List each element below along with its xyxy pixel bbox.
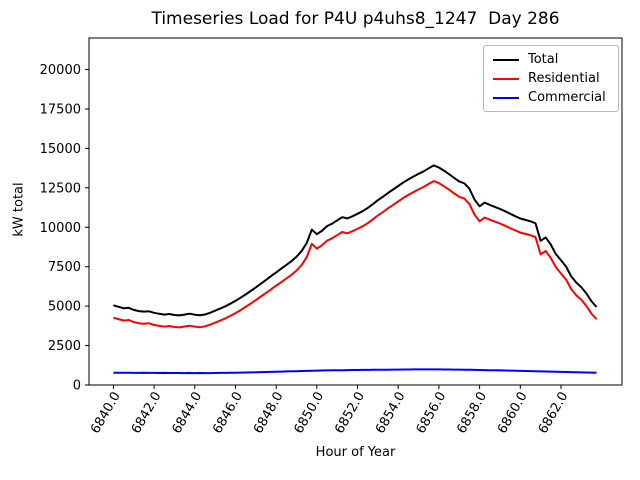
legend-swatch-total — [493, 58, 519, 61]
y-axis-label: kW total — [11, 182, 27, 237]
x-axis-label: Hour of Year — [315, 445, 396, 460]
y-tick-label: 10000 — [40, 221, 81, 236]
x-tick-label: 6856.0 — [414, 390, 450, 437]
series-commercial-line — [113, 368, 597, 375]
legend-swatch-residential — [493, 77, 519, 80]
legend-label-commercial: Commercial — [528, 90, 606, 105]
x-tick-label: 6852.0 — [332, 390, 368, 437]
y-tick-label: 0 — [73, 379, 81, 394]
x-tick-label: 6846.0 — [210, 390, 246, 437]
chart-title: Timeseries Load for P4U p4uhs8_1247 Day … — [151, 9, 560, 29]
y-tick-label: 5000 — [48, 300, 81, 315]
legend-item-total: Total — [493, 52, 609, 67]
y-tick-label: 20000 — [40, 63, 81, 78]
x-tick-label: 6840.0 — [88, 390, 124, 437]
x-tick-label: 6844.0 — [170, 390, 206, 437]
y-tick-label: 2500 — [48, 339, 81, 354]
y-tick-label: 17500 — [40, 103, 81, 118]
x-tick-label: 6858.0 — [454, 390, 490, 437]
x-tick-label: 6850.0 — [292, 390, 328, 437]
legend: Total Residential Commercial — [483, 45, 619, 112]
x-tick-label: 6848.0 — [251, 390, 287, 437]
legend-swatch-commercial — [493, 96, 519, 99]
y-tick-label: 12500 — [40, 181, 81, 196]
x-tick-label: 6860.0 — [495, 390, 531, 437]
axes-spines — [88, 37, 623, 386]
legend-label-total: Total — [528, 52, 559, 67]
legend-label-residential: Residential — [528, 71, 600, 86]
x-tick-label: 6862.0 — [536, 390, 572, 437]
series-total-line — [113, 164, 598, 317]
x-tick-label: 6842.0 — [129, 390, 165, 437]
legend-item-commercial: Commercial — [493, 90, 609, 105]
x-tick-label: 6854.0 — [373, 390, 409, 437]
y-tick-label: 15000 — [40, 142, 81, 157]
y-tick-label: 7500 — [48, 260, 81, 275]
series-residential-line — [113, 180, 598, 329]
legend-item-residential: Residential — [493, 71, 609, 86]
